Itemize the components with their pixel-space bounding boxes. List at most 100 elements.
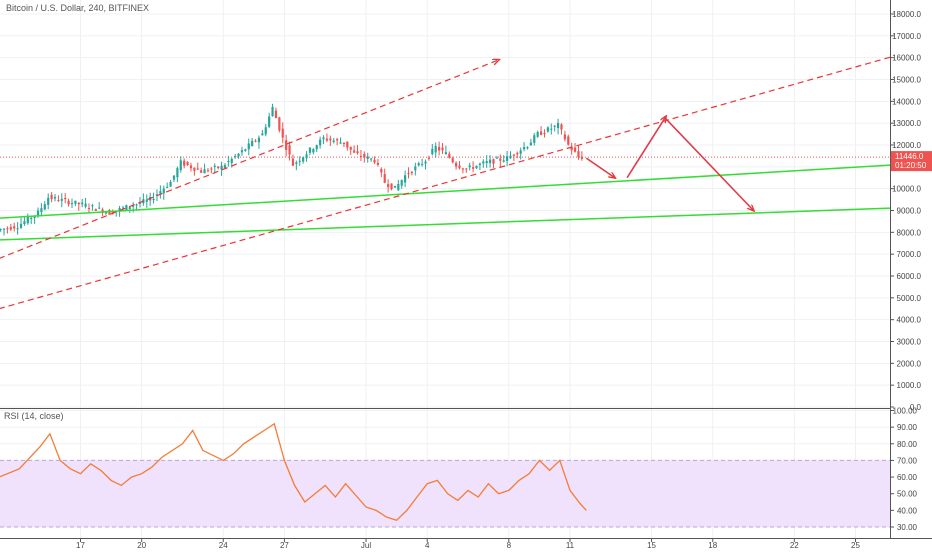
- candle-body: [322, 137, 325, 140]
- candle-body: [40, 208, 43, 213]
- candle-body: [132, 205, 135, 207]
- rsi-band: [0, 460, 890, 527]
- candle-body: [438, 146, 441, 151]
- candle-body: [505, 156, 509, 161]
- time-tick-label: 17: [76, 541, 85, 550]
- last-price-countdown: 01:20:50: [895, 161, 927, 170]
- candle-body: [529, 142, 532, 146]
- rsi-ticks: 100.00 90.00 80.00 70.00 60.00 50.00 40.00 30.0…: [890, 407, 918, 532]
- price-tick-label: 1000.0: [897, 381, 922, 390]
- candle-body: [305, 154, 308, 159]
- candle-body: [539, 131, 543, 135]
- candle-body: [390, 183, 393, 190]
- candle-body: [393, 185, 397, 188]
- candle-body: [288, 145, 291, 155]
- time-tick-label: Jul: [361, 541, 371, 550]
- rsi-tick-label: 30.00: [897, 523, 918, 532]
- candle-body: [387, 184, 390, 187]
- candle-body: [200, 170, 203, 173]
- candle-body: [176, 168, 179, 178]
- chart-title: Bitcoin / U.S. Dollar, 240, BITFINEX: [6, 3, 150, 13]
- candle-body: [285, 140, 288, 150]
- time-tick-label: 22: [790, 541, 799, 550]
- candle-body: [220, 165, 223, 170]
- candle-body: [427, 157, 431, 159]
- candle-body: [9, 227, 12, 230]
- candle-body: [227, 161, 230, 163]
- candle-body: [376, 162, 380, 165]
- candle-body: [67, 200, 70, 205]
- candle-body: [492, 159, 495, 164]
- price-tick-label: 2000.0: [897, 359, 922, 368]
- rsi-tick-label: 50.00: [897, 490, 918, 499]
- candle-body: [81, 202, 84, 205]
- candle-body: [465, 168, 468, 170]
- projection-arrow-3: [663, 116, 754, 211]
- candle-body: [424, 161, 427, 164]
- candle-body: [70, 203, 74, 205]
- candle-body: [26, 216, 29, 224]
- candle-body: [298, 160, 301, 162]
- candle-body: [138, 202, 142, 204]
- candle-body: [556, 123, 560, 129]
- time-tick-label: 15: [647, 541, 656, 550]
- candle-body: [451, 158, 454, 163]
- price-tick-label: 14000.0: [892, 97, 921, 106]
- candle-body: [346, 141, 349, 148]
- candle-body: [329, 138, 332, 141]
- candle-body: [217, 166, 220, 169]
- candle-body: [516, 152, 519, 155]
- candle-body: [135, 204, 138, 206]
- candle-body: [302, 157, 305, 162]
- candle-body: [145, 199, 148, 202]
- price-tick-label: 3000.0: [897, 338, 922, 347]
- candle-body: [336, 139, 339, 141]
- price-tick-label: 4000.0: [897, 316, 922, 325]
- candle-body: [43, 204, 46, 210]
- candle-body: [570, 146, 573, 151]
- price-tick-label: 13000.0: [892, 119, 921, 128]
- candle-body: [444, 152, 448, 155]
- candle-body: [553, 125, 556, 127]
- candle-body: [23, 221, 26, 225]
- candle-body: [189, 165, 193, 169]
- candle-body: [499, 158, 502, 161]
- candle-body: [383, 174, 386, 183]
- candle-body: [461, 168, 465, 170]
- support-line-2: [0, 206, 917, 241]
- candle-body: [98, 207, 101, 209]
- candle-body: [325, 138, 329, 141]
- candle-body: [193, 167, 196, 171]
- candle-body: [247, 143, 250, 150]
- candle-body: [64, 197, 67, 200]
- rsi-tick-label: 90.00: [897, 423, 918, 432]
- projection-arrow-2: [626, 117, 666, 179]
- candle-body: [47, 197, 50, 205]
- candle-body: [118, 208, 121, 211]
- candle-body: [356, 151, 359, 154]
- price-tick-label: 6000.0: [897, 272, 922, 281]
- candle-body: [353, 150, 356, 153]
- candle-body: [223, 165, 227, 169]
- price-tick-label: 9000.0: [897, 207, 922, 216]
- candle-body: [268, 116, 271, 127]
- candle-body: [16, 228, 19, 230]
- candle-body: [264, 127, 267, 135]
- candle-body: [332, 140, 335, 143]
- candle-body: [254, 140, 257, 142]
- candles: [0, 103, 583, 236]
- candle-body: [13, 226, 16, 229]
- candle-body: [172, 175, 176, 180]
- candle-body: [563, 134, 566, 140]
- candle-body: [441, 147, 444, 151]
- candle-body: [536, 132, 539, 137]
- candle-body: [339, 142, 342, 144]
- price-tick-label: 18000.0: [892, 10, 921, 19]
- candle-body: [84, 203, 87, 207]
- time-tick-label: 27: [280, 541, 289, 550]
- candle-body: [522, 147, 526, 150]
- candle-body: [363, 153, 366, 158]
- candle-body: [380, 168, 383, 173]
